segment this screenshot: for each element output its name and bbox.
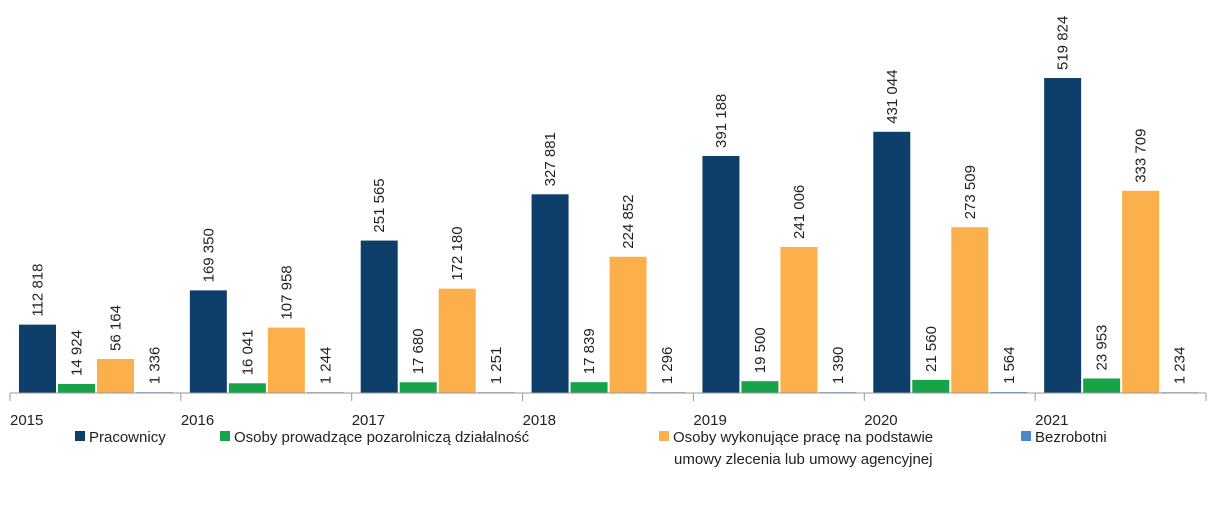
value-label: 273 509: [962, 165, 979, 219]
bar: [58, 383, 95, 393]
value-label: 172 180: [449, 226, 466, 280]
bar: [702, 155, 740, 393]
value-label: 1 336: [147, 347, 164, 385]
bar: [873, 131, 911, 393]
legend-label: Pracownicy: [89, 429, 166, 446]
x-tick-label: 2019: [693, 412, 726, 429]
value-label: 169 350: [200, 228, 217, 282]
x-tick-label: 2016: [181, 412, 214, 429]
value-label: 519 824: [1055, 16, 1072, 70]
value-label: 431 044: [884, 70, 901, 124]
bar: [189, 290, 227, 393]
legend-label: Bezrobotni: [1035, 429, 1107, 446]
x-tick-label: 2017: [352, 412, 385, 429]
value-label: 1 234: [1172, 347, 1189, 385]
legend-line: Osoby prowadzące pozarolniczą działalnoś…: [234, 429, 530, 446]
value-label: 112 818: [30, 264, 47, 317]
x-tick-label: 2020: [864, 412, 897, 429]
bar: [228, 383, 266, 393]
value-label: 16 041: [239, 329, 256, 375]
value-label: 391 188: [713, 94, 730, 148]
bar: [531, 194, 569, 393]
legend-line: Pracownicy: [89, 429, 166, 446]
bar: [399, 382, 437, 393]
bar: [912, 379, 950, 393]
value-label: 1 244: [317, 347, 334, 385]
x-tick-label: 2015: [10, 412, 43, 429]
value-label: 1 564: [1001, 347, 1018, 385]
value-label: 1 296: [659, 347, 676, 385]
value-label: 17 839: [581, 328, 598, 374]
x-tick-label: 2021: [1035, 412, 1068, 429]
value-label: 251 565: [371, 178, 388, 232]
legend-swatch: [659, 431, 669, 441]
legend-swatch: [1021, 431, 1031, 441]
value-label: 23 953: [1094, 325, 1111, 371]
bar: [438, 288, 476, 393]
bar: [360, 240, 398, 393]
value-label: 107 958: [278, 265, 295, 319]
value-label: 1 251: [488, 347, 505, 385]
bar: [1122, 190, 1160, 393]
value-label: 21 560: [923, 326, 940, 372]
bar: [267, 327, 305, 393]
value-label: 1 390: [830, 347, 847, 385]
legend-label: Osoby prowadzące pozarolniczą działalnoś…: [234, 429, 530, 446]
value-label: 19 500: [752, 327, 769, 373]
bar: [97, 358, 134, 393]
value-label: 241 006: [791, 185, 808, 239]
value-label: 333 709: [1133, 129, 1150, 183]
bar: [780, 246, 818, 393]
bar: [951, 227, 989, 393]
value-label: 17 680: [410, 328, 427, 374]
legend-line: Osoby wykonujące pracę na podstawie: [673, 429, 933, 446]
bar: [609, 256, 647, 393]
value-label: 14 924: [69, 330, 86, 376]
bar: [1083, 378, 1121, 393]
legend-line: Bezrobotni: [1035, 429, 1107, 446]
legend-swatch: [75, 431, 85, 441]
bar: [570, 382, 608, 393]
value-label: 327 881: [542, 132, 559, 186]
legend-label: Osoby wykonujące pracę na podstawie umowy…: [673, 429, 933, 468]
value-label: 56 164: [108, 305, 125, 351]
bar: [19, 324, 56, 393]
legend-swatch: [220, 431, 230, 441]
value-label: 224 852: [620, 195, 637, 249]
bar: [741, 381, 779, 393]
legend-line: umowy zlecenia lub umowy agencyjnej: [674, 451, 932, 468]
x-tick-label: 2018: [523, 412, 556, 429]
bar: [1044, 78, 1082, 393]
